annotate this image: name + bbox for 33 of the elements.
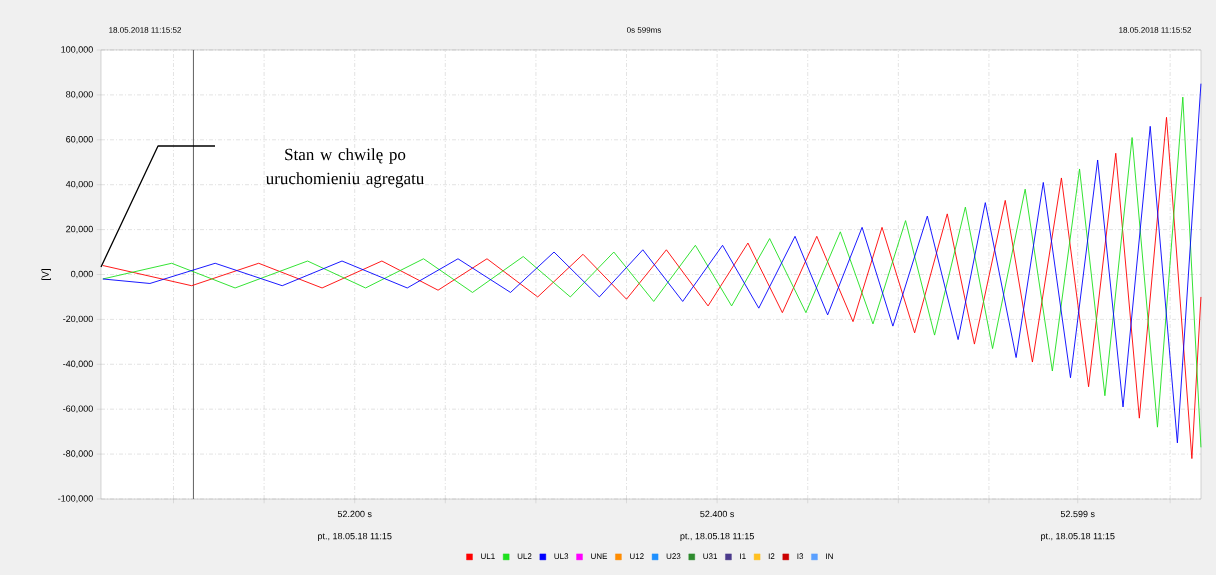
text: pt., 18.05.18 11:15 xyxy=(680,532,754,542)
legend-label: UL1 xyxy=(481,553,495,559)
legend-label: I1 xyxy=(740,553,746,559)
x-tick-label: 52.200 s xyxy=(337,510,372,518)
y-tick-label: -20,000 xyxy=(63,315,93,324)
text: pt., 18.05.18 11:15 xyxy=(1041,532,1115,542)
legend-label: IN xyxy=(826,553,833,559)
y-axis-title: [V] xyxy=(41,269,51,280)
y-tick-label: -40,000 xyxy=(63,360,93,368)
y-tick-label: 100,000 xyxy=(61,46,93,54)
x-tick-label: 52.599 s xyxy=(1060,510,1095,518)
text: 18.05.2018 11:15:52 xyxy=(1119,27,1191,33)
legend-label: I2 xyxy=(768,553,775,559)
y-tick-label: -80,000 xyxy=(63,450,93,458)
x-tick-label: 52.400 s xyxy=(700,510,735,518)
legend-label: UNE xyxy=(591,553,608,559)
text: pt., 18.05.18 11:15 xyxy=(318,532,392,542)
legend-label: UL2 xyxy=(517,553,532,560)
y-tick-label: 60,000 xyxy=(66,136,93,144)
y-tick-label: 80,000 xyxy=(66,91,93,99)
annotation: Stan w chwilę po uruchomieniu agregatu xyxy=(265,148,425,188)
y-tick-label: -100,000 xyxy=(58,495,93,503)
y-tick-label: -60,000 xyxy=(63,405,93,413)
y-tick-label: 0,000 xyxy=(71,270,93,279)
text: 18.05.2018 11:15:52 xyxy=(109,27,181,33)
y-tick-label: 20,000 xyxy=(66,225,93,234)
legend-label: UL3 xyxy=(554,553,569,560)
legend-label: I3 xyxy=(797,553,804,560)
y-tick-label: 40,000 xyxy=(65,180,93,189)
legend-label: U31 xyxy=(703,553,718,560)
text: 0s 599ms xyxy=(626,27,662,33)
legend-label: U23 xyxy=(666,553,681,560)
legend-label: U12 xyxy=(630,553,644,560)
